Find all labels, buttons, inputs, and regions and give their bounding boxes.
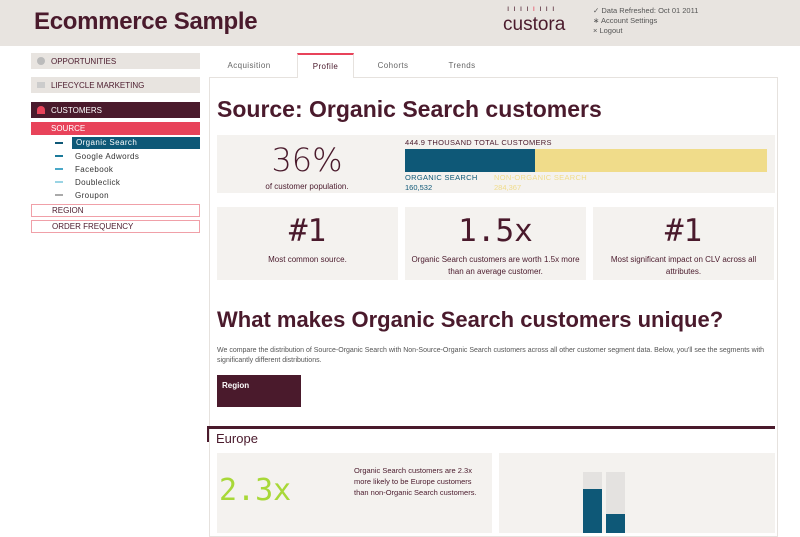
segment-value: 2.3x xyxy=(219,473,292,508)
source-color-swatch xyxy=(55,181,63,183)
stat-value: 1.5x xyxy=(458,213,533,249)
organic-label: ORGANIC SEARCH xyxy=(405,173,478,182)
source-label: Facebook xyxy=(75,164,114,174)
segment-bar xyxy=(583,472,602,533)
divider xyxy=(207,426,775,429)
sidebar-item-region[interactable]: REGION xyxy=(31,204,200,217)
unique-title: What makes Organic Search customers uniq… xyxy=(217,307,724,332)
population-bar xyxy=(405,149,767,172)
tab-trends[interactable]: Trends xyxy=(448,60,476,70)
sidebar-item-source[interactable]: SOURCE xyxy=(31,122,200,135)
population-percent: 36% xyxy=(271,141,343,179)
sidebar-item-opportunities[interactable]: OPPORTUNITIES xyxy=(31,53,200,69)
segment-bar-fill xyxy=(583,489,602,533)
sidebar-item-label: REGION xyxy=(52,206,84,215)
organic-bar-fill xyxy=(405,149,536,172)
sidebar-source-google-adwords[interactable]: Google Adwords xyxy=(55,150,200,162)
user-icon xyxy=(37,106,45,114)
custora-logo: ı ı ı ı ı ı ı ı custora xyxy=(503,4,566,35)
total-customers: 444.9 THOUSAND TOTAL CUSTOMERS xyxy=(405,138,552,147)
stat-caption: Organic Search customers are worth 1.5x … xyxy=(411,255,580,276)
sidebar-item-label: SOURCE xyxy=(51,124,86,133)
page-title: Source: Organic Search customers xyxy=(217,96,602,122)
non-organic-label: NON-ORGANIC SEARCH xyxy=(494,173,587,182)
source-label: Doubleclick xyxy=(75,177,121,187)
source-label: Organic Search xyxy=(72,137,200,149)
sidebar-item-customers[interactable]: CUSTOMERS xyxy=(31,102,200,118)
stat-box: #1 Most common source. xyxy=(217,207,398,280)
segment-bar-fill xyxy=(606,514,625,533)
sidebar-item-label: LIFECYCLE MARKETING xyxy=(51,80,145,90)
sidebar-source-facebook[interactable]: Facebook xyxy=(55,163,200,175)
sidebar-item-lifecycle-marketing[interactable]: LIFECYCLE MARKETING xyxy=(31,77,200,93)
region-button[interactable]: Region xyxy=(217,375,301,407)
tab-profile[interactable]: Profile xyxy=(297,53,354,78)
organic-value: 160,532 xyxy=(405,183,433,192)
sidebar-item-label: OPPORTUNITIES xyxy=(51,56,117,66)
sidebar-item-label: CUSTOMERS xyxy=(51,105,102,115)
segment-bar xyxy=(606,472,625,533)
tab-cohorts[interactable]: Cohorts xyxy=(377,60,409,70)
source-color-swatch xyxy=(55,194,63,196)
logout-link[interactable]: × Logout xyxy=(593,26,623,35)
stat-caption: Most common source. xyxy=(268,255,347,264)
stat-value: #1 xyxy=(288,213,327,249)
stat-value: #1 xyxy=(664,213,703,249)
source-color-swatch xyxy=(55,155,63,157)
population-caption: of customer population. xyxy=(265,182,349,191)
stat-box: #1 Most significant impact on CLV across … xyxy=(593,207,774,280)
source-label: Groupon xyxy=(75,190,109,200)
sidebar-item-order-frequency[interactable]: ORDER FREQUENCY xyxy=(31,220,200,233)
unique-description: We compare the distribution of Source-Or… xyxy=(217,347,765,364)
sidebar-item-label: ORDER FREQUENCY xyxy=(52,222,134,231)
segment-title: Europe xyxy=(216,431,258,446)
segment-description: Organic Search customers are 2.3x more l… xyxy=(354,466,477,497)
stat-caption: Most significant impact on CLV across al… xyxy=(610,255,757,276)
header: Ecommerce Sample ı ı ı ı ı ı ı ı custora … xyxy=(0,0,800,46)
envelope-icon xyxy=(37,82,45,88)
sidebar-source-organic-search[interactable]: Organic Search xyxy=(55,137,200,149)
sidebar-source-doubleclick[interactable]: Doubleclick xyxy=(55,176,200,188)
data-refreshed: ✓ Data Refreshed: Oct 01 2011 xyxy=(593,6,699,15)
non-organic-value: 284,367 xyxy=(494,183,522,192)
source-color-swatch xyxy=(55,168,63,170)
segment-stat-box: 2.3x Organic Search customers are 2.3x m… xyxy=(217,453,492,533)
app-title: Ecommerce Sample xyxy=(34,8,258,35)
divider-accent xyxy=(207,426,209,442)
hexagon-icon xyxy=(37,57,45,65)
account-settings-link[interactable]: ∗ Account Settings xyxy=(593,16,658,25)
source-color-swatch xyxy=(55,142,63,144)
segment-chart-box xyxy=(499,453,775,533)
population-box: 36% of customer population. 444.9 THOUSA… xyxy=(217,135,775,193)
sidebar-source-groupon[interactable]: Groupon xyxy=(55,189,200,201)
tab-acquisition[interactable]: Acquisition xyxy=(227,60,271,70)
stat-box: 1.5x Organic Search customers are worth 1… xyxy=(405,207,586,280)
source-label: Google Adwords xyxy=(75,151,140,161)
